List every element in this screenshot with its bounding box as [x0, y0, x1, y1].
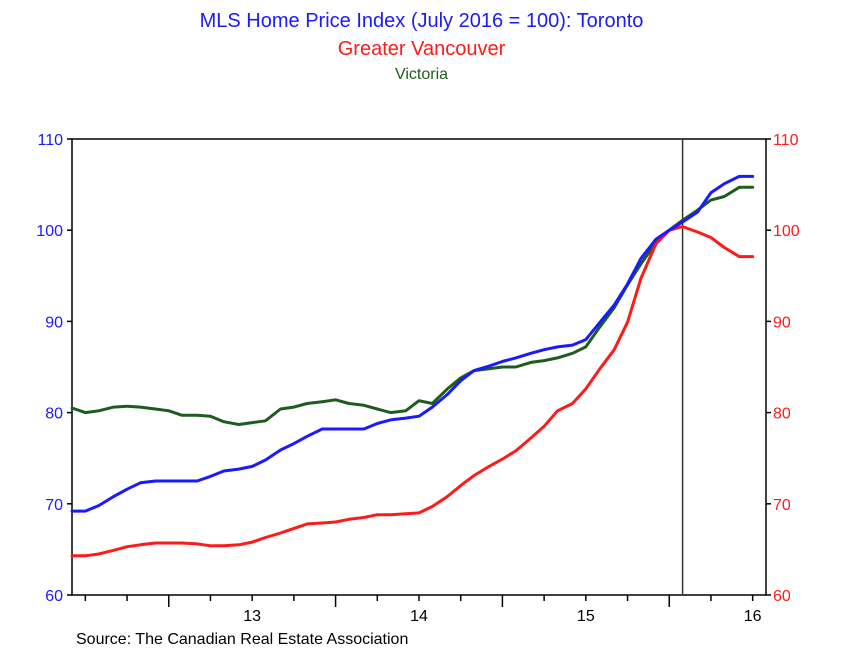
x-axis-tick-label: 13 [243, 608, 261, 625]
left-axis-tick-label: 90 [45, 314, 63, 331]
plot-frame [71, 138, 767, 596]
chart-title-vancouver: Greater Vancouver [337, 38, 506, 60]
source-note: Source: The Canadian Real Estate Associa… [76, 631, 409, 648]
x-axis-tick-label: 16 [744, 608, 762, 625]
left-axis-tick-label: 80 [45, 406, 63, 423]
right-axis-tick-label: 70 [773, 497, 791, 514]
right-axis-tick-label: 100 [773, 223, 800, 240]
chart-title-victoria: Victoria [394, 66, 449, 83]
left-axis-tick-label: 110 [37, 132, 63, 149]
series-line-greater-vancouver [70, 225, 755, 558]
series-line-toronto [70, 174, 755, 513]
x-axis-tick-label: 14 [410, 608, 428, 625]
right-axis-tick-label: 60 [773, 588, 791, 605]
right-axis-tick-label: 80 [773, 406, 791, 423]
left-axis-tick-label: 70 [45, 497, 63, 514]
chart-title-toronto: MLS Home Price Index (July 2016 = 100): … [199, 10, 644, 32]
left-axis-tick-label: 60 [45, 588, 63, 605]
right-axis-tick-label: 110 [773, 132, 799, 149]
left-axis-tick-label: 100 [36, 223, 63, 240]
series-line-victoria [70, 185, 755, 426]
right-axis-tick-label: 90 [773, 314, 791, 331]
x-axis-tick-label: 15 [577, 608, 595, 625]
